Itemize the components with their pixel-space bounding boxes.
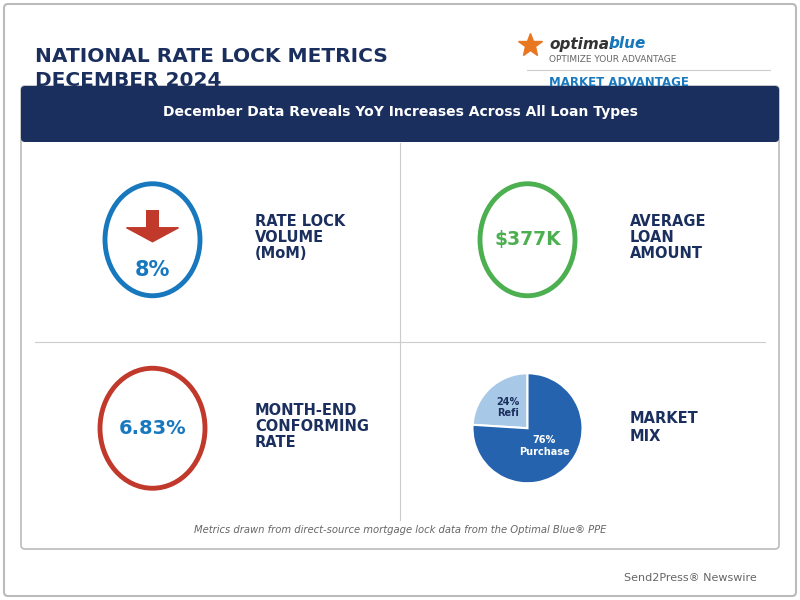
Bar: [25, 98, 775, 138]
FancyBboxPatch shape: [21, 86, 779, 549]
Text: CONFORMING: CONFORMING: [255, 419, 369, 434]
Text: Send2Press® Newswire: Send2Press® Newswire: [624, 573, 756, 583]
Text: December Data Reveals YoY Increases Across All Loan Types: December Data Reveals YoY Increases Acro…: [162, 105, 638, 119]
Bar: [146, 210, 159, 228]
Text: RATE LOCK: RATE LOCK: [255, 214, 346, 229]
Text: AVERAGE: AVERAGE: [630, 214, 706, 229]
Text: 24%
Refi: 24% Refi: [496, 397, 519, 418]
FancyBboxPatch shape: [21, 86, 779, 142]
Text: NATIONAL RATE LOCK METRICS: NATIONAL RATE LOCK METRICS: [35, 47, 388, 67]
Text: MARKET: MARKET: [630, 411, 698, 426]
Text: MIX: MIX: [630, 429, 662, 444]
Text: LOAN: LOAN: [630, 230, 674, 245]
Text: MONTH-END: MONTH-END: [255, 403, 358, 418]
Text: (MoM): (MoM): [255, 246, 307, 261]
Ellipse shape: [105, 184, 200, 296]
Text: Metrics drawn from direct-source mortgage lock data from the Optimal Blue® PPE: Metrics drawn from direct-source mortgag…: [194, 525, 606, 535]
Text: $377K: $377K: [494, 230, 561, 249]
Text: optimal: optimal: [549, 37, 614, 52]
Text: MARKET ADVANTAGE: MARKET ADVANTAGE: [549, 76, 689, 88]
Wedge shape: [473, 373, 527, 428]
FancyBboxPatch shape: [4, 4, 796, 596]
Text: 6.83%: 6.83%: [118, 419, 186, 438]
Ellipse shape: [100, 368, 205, 488]
Text: OPTIMIZE YOUR ADVANTAGE: OPTIMIZE YOUR ADVANTAGE: [549, 55, 676, 64]
Text: 76%
Purchase: 76% Purchase: [519, 436, 570, 457]
Ellipse shape: [480, 184, 575, 296]
Text: DECEMBER 2024: DECEMBER 2024: [35, 70, 222, 89]
Text: VOLUME: VOLUME: [255, 230, 324, 245]
Text: blue: blue: [609, 37, 646, 52]
Wedge shape: [473, 373, 582, 483]
Text: 8%: 8%: [135, 260, 170, 280]
Text: AMOUNT: AMOUNT: [630, 246, 703, 261]
Polygon shape: [126, 228, 178, 242]
Text: ·: ·: [636, 32, 642, 52]
Text: RATE: RATE: [255, 435, 297, 450]
